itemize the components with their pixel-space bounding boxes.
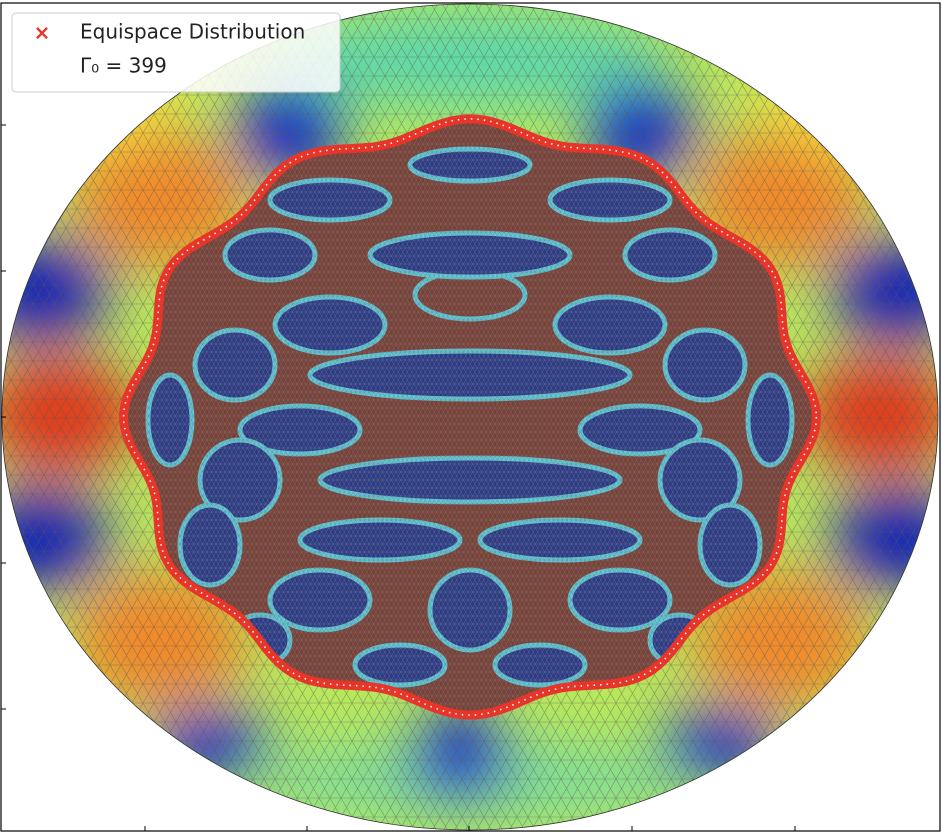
ticks	[1, 124, 796, 831]
legend-marker: ×	[34, 21, 51, 45]
legend-box	[11, 12, 341, 93]
legend-label: Equispace Distribution	[80, 20, 305, 44]
equispace-points	[119, 114, 821, 720]
legend-label: Γ₀ = 399	[80, 54, 167, 78]
legend: × Equispace Distribution Γ₀ = 399	[11, 12, 341, 93]
